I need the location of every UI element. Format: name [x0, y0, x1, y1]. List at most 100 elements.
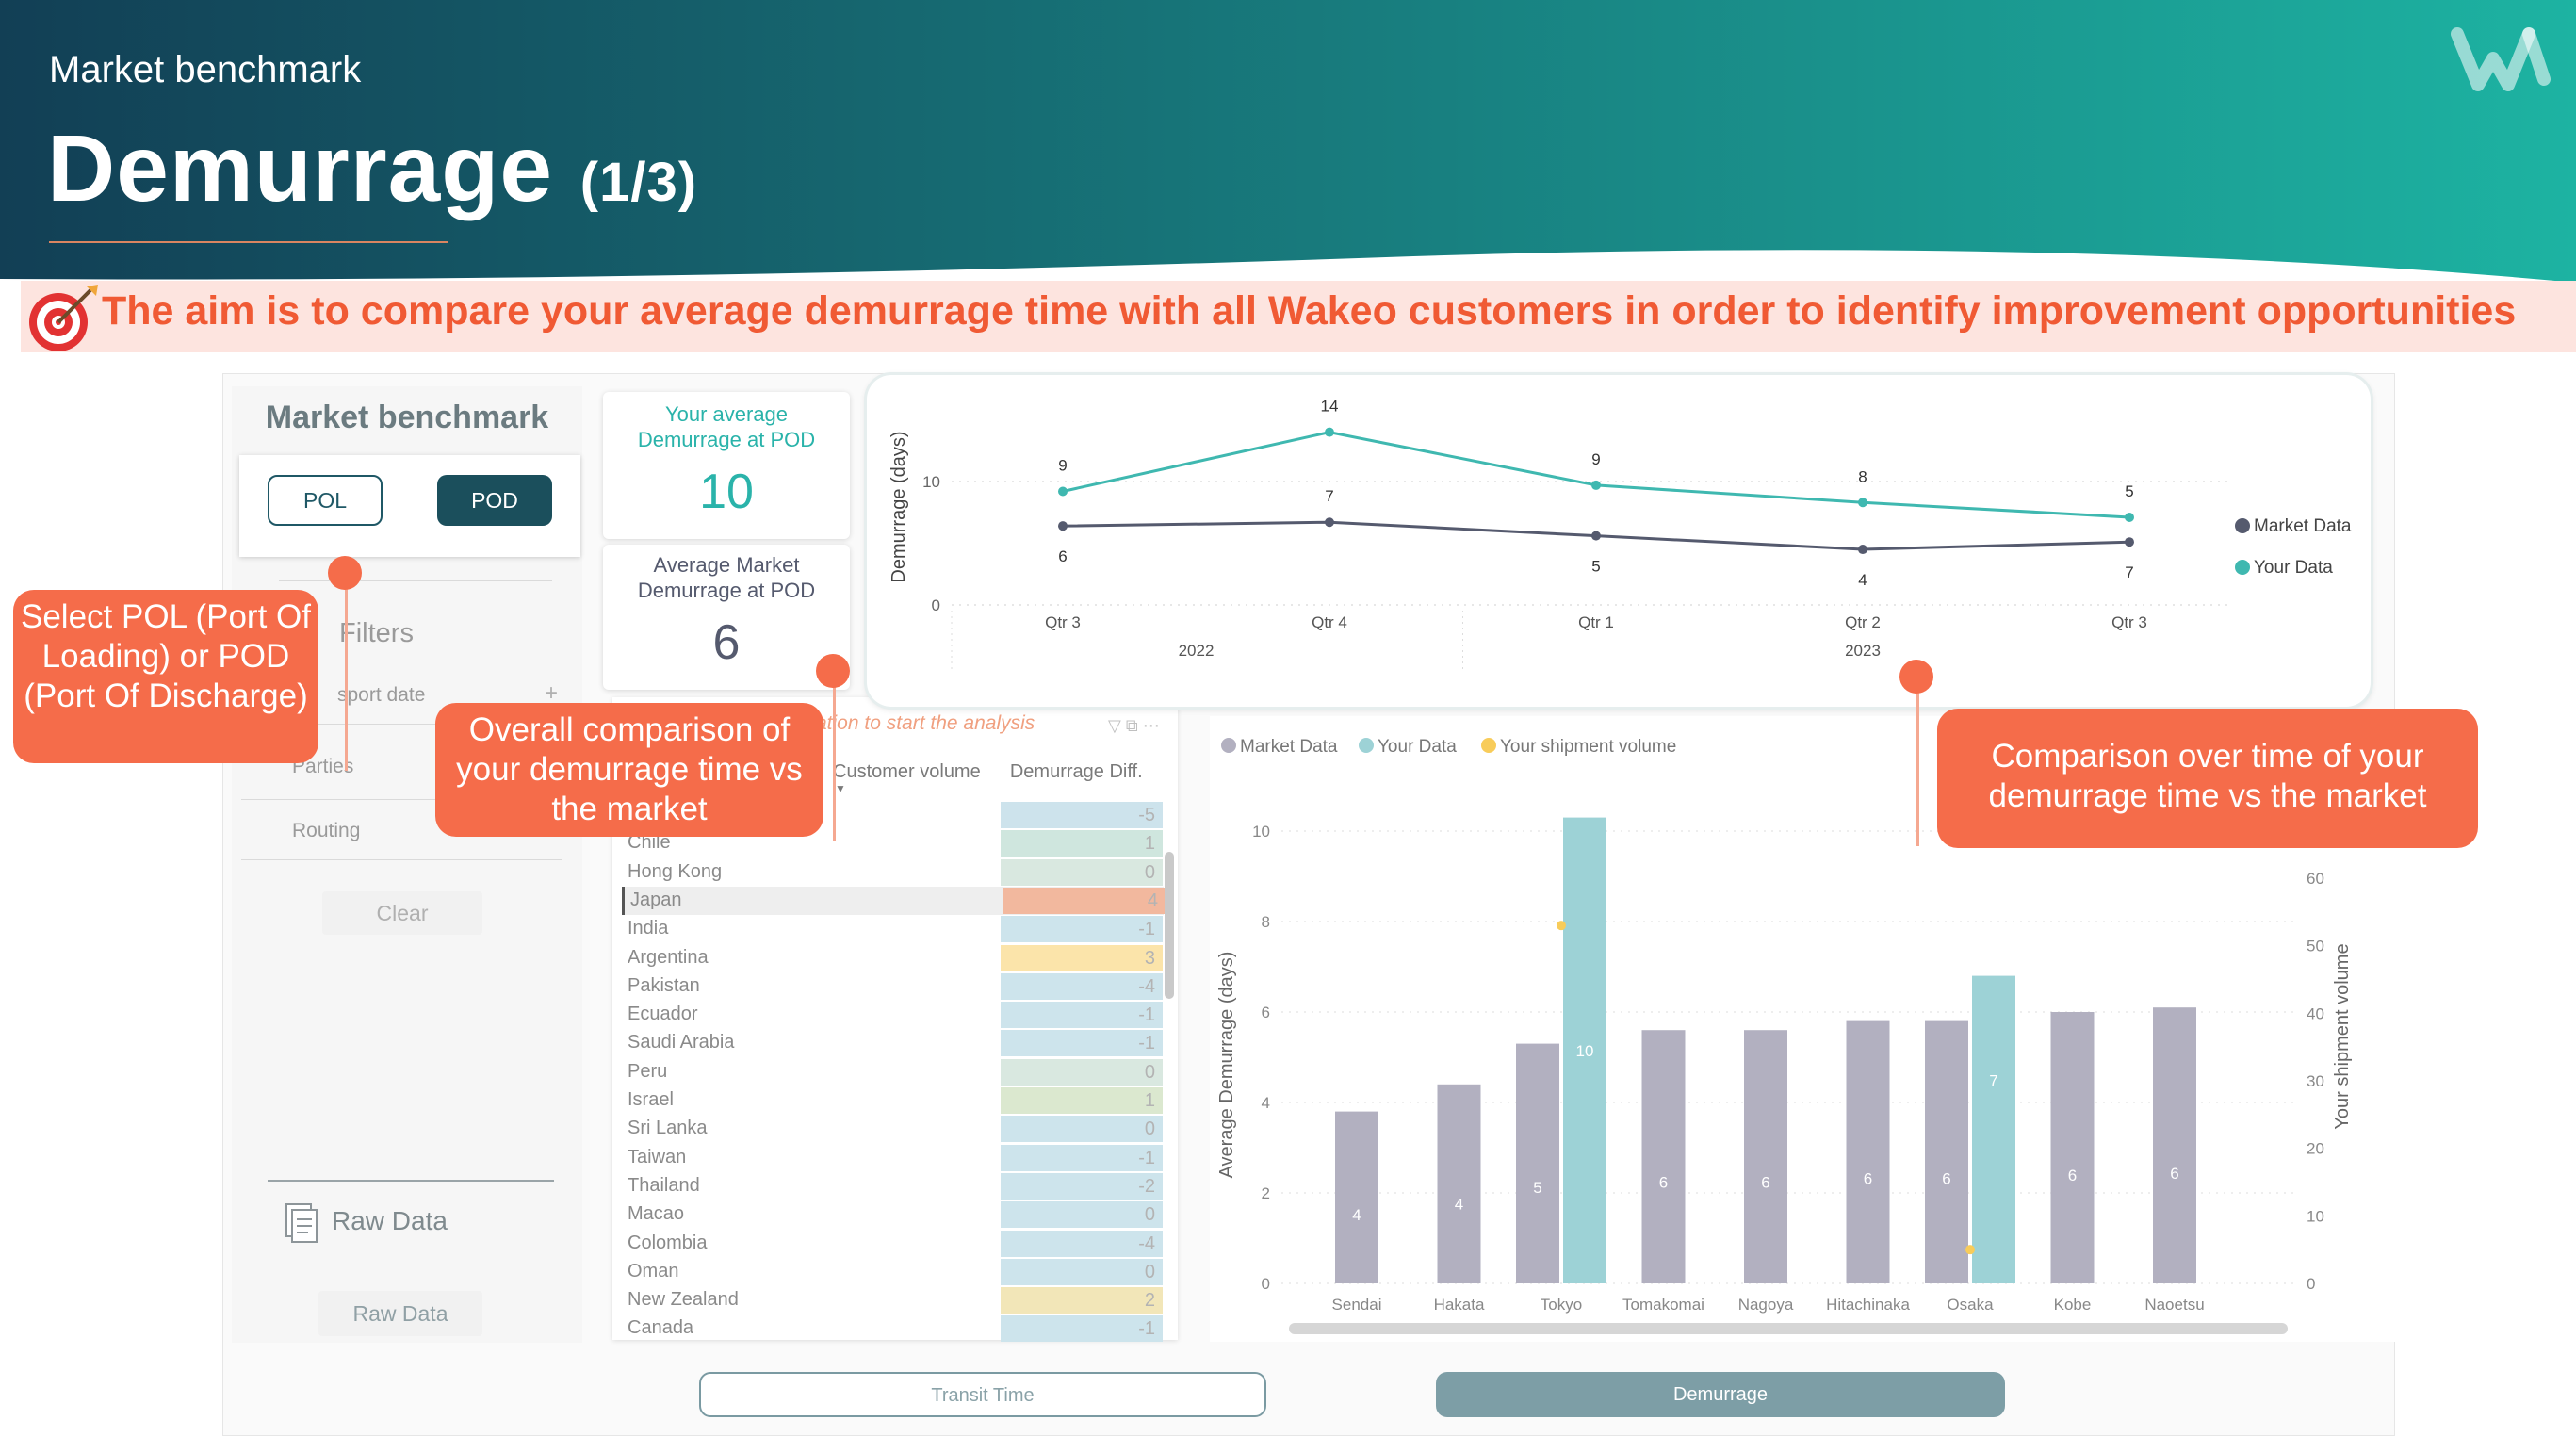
- table-row[interactable]: Hong Kong890: [622, 858, 1163, 887]
- bar-market: [1641, 1030, 1686, 1283]
- sort-arrow-icon[interactable]: ▼: [835, 782, 846, 795]
- diff-cell: -1: [1001, 916, 1163, 943]
- bar-market: [2153, 1007, 2196, 1283]
- callout-connector: [833, 671, 836, 841]
- table-row[interactable]: Thailand41-2: [622, 1172, 1163, 1200]
- callout-marker: [1899, 660, 1933, 694]
- country-cell: India: [628, 918, 669, 939]
- tab-transit-time[interactable]: Transit Time: [699, 1372, 1266, 1417]
- table-scrollbar[interactable]: [1165, 852, 1174, 999]
- bar-label: 4: [1352, 1206, 1361, 1224]
- table-row[interactable]: Ecuador56-1: [622, 1001, 1163, 1029]
- table-row[interactable]: Colombia38-4: [622, 1230, 1163, 1258]
- bar-label: 4: [1455, 1196, 1463, 1214]
- divider: [241, 859, 562, 860]
- title-underline: [49, 241, 448, 243]
- data-label: 7: [2125, 563, 2133, 581]
- raw-data-title: Raw Data: [332, 1206, 448, 1235]
- table-row[interactable]: Peru500: [622, 1058, 1163, 1086]
- filter-import-date[interactable]: sport date: [337, 684, 426, 706]
- table-row[interactable]: Chile921: [622, 829, 1163, 857]
- x-tick-label: Qtr 2: [1845, 613, 1881, 631]
- country-cell: Canada: [628, 1317, 694, 1339]
- country-cell: Taiwan: [628, 1146, 687, 1167]
- divider: [268, 1180, 554, 1182]
- table-row[interactable]: Japan744: [622, 886, 1166, 915]
- data-point: [1058, 521, 1068, 531]
- divider: [241, 724, 562, 725]
- table-row[interactable]: Pakistan60-4: [622, 972, 1163, 1001]
- y2-tick-label: 60: [2307, 870, 2324, 888]
- your-average-label: Your average Demurrage at POD: [637, 402, 816, 451]
- legend-swatch: [2235, 560, 2250, 575]
- table-row[interactable]: Sri Lanka470: [622, 1115, 1163, 1143]
- table-toolbar-icons[interactable]: ▽ ⧉ ⋯: [1108, 716, 1160, 735]
- pol-button[interactable]: POL: [268, 475, 383, 526]
- your-average-value: 10: [699, 465, 754, 519]
- table-row[interactable]: Oman320: [622, 1258, 1163, 1286]
- tab-demurrage[interactable]: Demurrage: [1436, 1372, 2005, 1417]
- x-tick-label: Osaka: [1947, 1296, 1994, 1314]
- bar-label: 6: [1659, 1173, 1668, 1191]
- aim-statement: The aim is to compare your average demur…: [102, 288, 2517, 334]
- y-tick-label: 6: [1262, 1004, 1270, 1021]
- raw-data-button[interactable]: Raw Data: [318, 1291, 482, 1336]
- plus-icon[interactable]: +: [545, 680, 559, 706]
- data-label: 14: [1321, 398, 1339, 416]
- data-label: 9: [1591, 450, 1600, 468]
- diff-cell: 0: [1001, 1258, 1163, 1285]
- market-average-label: Average Market Demurrage at POD: [637, 553, 816, 602]
- country-cell: Hong Kong: [628, 860, 723, 882]
- filter-routing[interactable]: Routing: [292, 820, 361, 841]
- bar-label: 6: [1864, 1170, 1872, 1188]
- table-row[interactable]: Saudi Arabia53-1: [622, 1029, 1163, 1057]
- y2-tick-label: 10: [2307, 1207, 2324, 1225]
- callout-over-time: Comparison over time of your demurrage t…: [1937, 709, 2478, 848]
- target-icon: [29, 285, 98, 351]
- data-label: 6: [1058, 547, 1067, 565]
- x-tick-label: Qtr 3: [1045, 613, 1081, 631]
- country-cell: Israel: [628, 1089, 674, 1110]
- y2-axis-label: Your shipment volume: [2332, 943, 2353, 1129]
- data-label: 9: [1058, 456, 1067, 474]
- bar-label: 6: [1942, 1170, 1950, 1188]
- legend-label: Your shipment volume: [1500, 737, 1676, 757]
- table-row[interactable]: 101-5: [622, 801, 1163, 829]
- bar-label: 5: [1533, 1179, 1541, 1197]
- diff-cell: -4: [1001, 1230, 1163, 1257]
- bar-market: [1437, 1084, 1481, 1283]
- pod-button[interactable]: POD: [437, 475, 552, 526]
- table-row[interactable]: India69-1: [622, 915, 1163, 943]
- legend-label: Market Data: [1240, 737, 1338, 757]
- col-customer-volume[interactable]: Customer volume: [833, 761, 981, 782]
- y-axis-label: Average Demurrage (days): [1216, 952, 1237, 1179]
- clear-button[interactable]: Clear: [322, 891, 482, 935]
- table-row[interactable]: Macao390: [622, 1200, 1163, 1229]
- col-demurrage-diff[interactable]: Demurrage Diff.: [1009, 761, 1143, 782]
- data-label: 5: [1591, 558, 1600, 576]
- data-point: [1858, 545, 1867, 555]
- y-axis-label: Demurrage (days): [889, 431, 909, 582]
- legend-swatch: [1221, 738, 1236, 753]
- table-hint: ation to start the analysis: [816, 712, 1035, 734]
- diff-cell: -1: [1001, 1144, 1163, 1171]
- callout-overall: Overall comparison of your demurrage tim…: [435, 703, 823, 837]
- table-row[interactable]: Argentina653: [622, 944, 1163, 972]
- header-banner: [0, 0, 2576, 283]
- callout-marker: [816, 654, 850, 688]
- diff-cell: 4: [1003, 887, 1166, 914]
- callout-marker: [328, 556, 362, 590]
- table-row[interactable]: New Zealand242: [622, 1286, 1163, 1314]
- table-row[interactable]: Canada22-1: [622, 1314, 1163, 1343]
- table-row[interactable]: Israel471: [622, 1086, 1163, 1115]
- y-tick-label: 8: [1262, 913, 1270, 931]
- legend-label: Your Data: [2254, 558, 2333, 578]
- filter-parties[interactable]: Parties: [292, 756, 354, 777]
- country-cell: Macao: [628, 1203, 685, 1225]
- horizontal-scrollbar: [1289, 1323, 2288, 1334]
- bar-label: 7: [1989, 1072, 1997, 1090]
- data-label: 5: [2125, 482, 2133, 500]
- table-row[interactable]: Taiwan42-1: [622, 1144, 1163, 1172]
- diff-cell: 1: [1001, 1087, 1163, 1114]
- table-header: Customer volume Demurrage Diff.: [833, 761, 1143, 783]
